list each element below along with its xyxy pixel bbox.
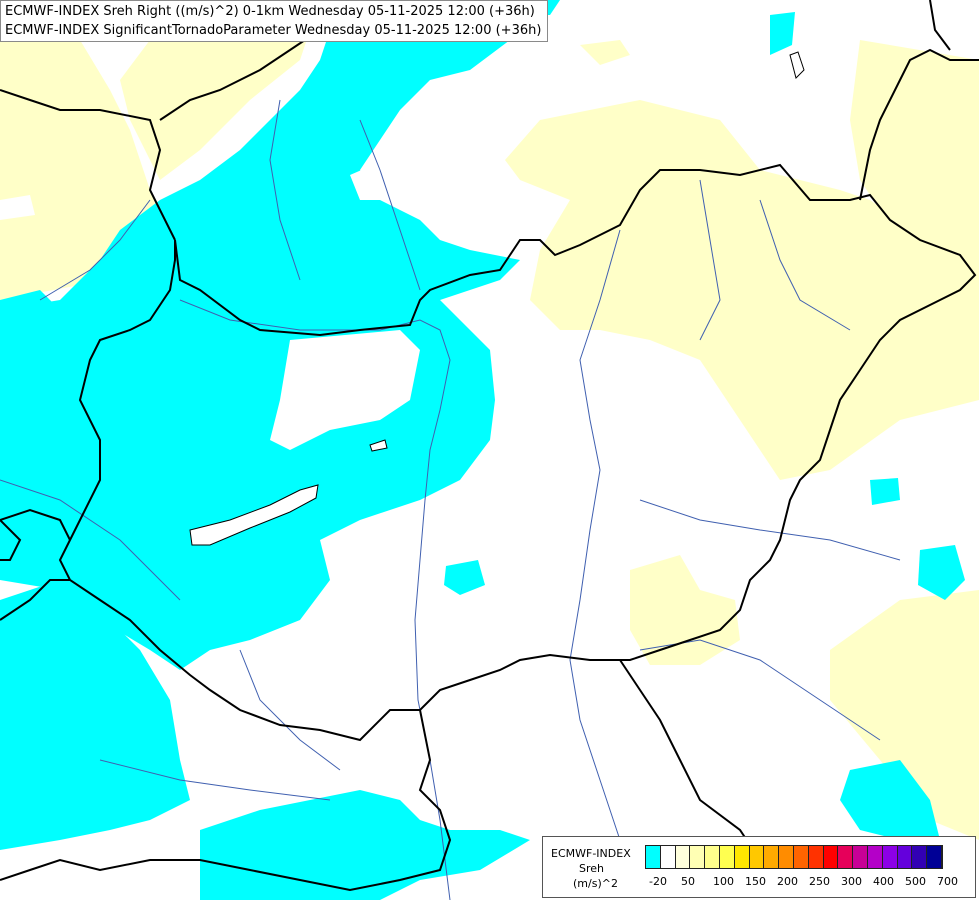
border-hungary — [58, 163, 977, 742]
lake-small-1 — [369, 439, 388, 452]
legend-swatch — [838, 846, 854, 868]
legend-tick-label: 150 — [745, 875, 766, 888]
river-south-1 — [239, 649, 341, 771]
legend-unit: (m/s)^2 — [573, 877, 618, 890]
lakes — [189, 51, 805, 546]
legend-swatch — [882, 846, 898, 868]
legend-tick-label: 500 — [905, 875, 926, 888]
border-romania-serbia — [619, 659, 761, 861]
legend-tick-label: 200 — [777, 875, 798, 888]
yellow-region-north-small — [580, 40, 630, 65]
river-slovak — [359, 119, 421, 291]
legend-swatch — [764, 846, 780, 868]
border-bosnia — [0, 519, 22, 561]
legend-swatch — [823, 846, 839, 868]
yellow-region-south-east — [630, 555, 740, 665]
legend-swatch — [808, 846, 824, 868]
white-hole-north — [350, 162, 400, 200]
legend-swatch — [867, 846, 883, 868]
cyan-region-center-spot — [444, 560, 485, 595]
cyan-region-southeast — [840, 760, 940, 840]
white-hole-small — [420, 110, 452, 133]
river-north — [269, 99, 301, 281]
legend-swatch — [793, 846, 809, 868]
legend-tick-label: 700 — [937, 875, 958, 888]
cyan-region-southwest — [0, 580, 190, 850]
river-southeast — [639, 499, 901, 561]
legend-swatch — [779, 846, 794, 868]
river-south-sava — [99, 759, 331, 801]
lake-balaton — [189, 484, 319, 546]
border-serbia — [0, 709, 452, 892]
border-croatia — [0, 579, 70, 621]
legend-swatch — [690, 846, 706, 868]
legend-variable: Sreh — [579, 862, 605, 875]
legend-swatch — [646, 846, 661, 868]
legend-tick-label: 300 — [841, 875, 862, 888]
legend-swatch — [660, 846, 676, 868]
legend-tick-label: 400 — [873, 875, 894, 888]
border-slovenia — [0, 508, 71, 541]
legend-swatch — [675, 846, 691, 868]
legend-swatches — [645, 845, 943, 869]
river-west-drava — [0, 479, 181, 601]
river-east-2 — [759, 199, 851, 331]
cyan-region-north-spot — [770, 12, 795, 55]
cyan-region-south — [200, 790, 530, 900]
river-northwest — [39, 199, 151, 301]
yellow-region-far-east — [830, 590, 979, 840]
white-holes — [0, 110, 452, 450]
legend-swatch — [912, 846, 928, 868]
yellow-region-center-east — [505, 100, 979, 480]
river-tisza — [569, 229, 621, 841]
border-top-right — [929, 0, 951, 51]
legend-swatch — [734, 846, 750, 868]
color-legend: ECMWF-INDEX Sreh (m/s)^2 -20 50 100 150 200 2… — [542, 836, 976, 898]
cyan-region-west-edge — [0, 290, 80, 450]
cyan-region-east-spot — [918, 545, 965, 600]
river-east-1 — [699, 179, 721, 341]
legend-swatch — [927, 846, 942, 868]
border-austria-slovakia — [0, 89, 176, 241]
legend-source: ECMWF-INDEX — [551, 847, 631, 860]
border-ukraine-romania — [859, 48, 979, 201]
legend-tick-label: -20 — [649, 875, 667, 888]
legend-tick-label: 50 — [681, 875, 695, 888]
legend-swatch — [719, 846, 735, 868]
title-line-2: ECMWF-INDEX SignificantTornadoParameter … — [5, 23, 542, 38]
white-hole-center — [270, 330, 420, 450]
lake-small-2 — [789, 51, 805, 79]
legend-swatch — [853, 846, 868, 868]
legend-swatch — [749, 846, 765, 868]
title-line-1: ECMWF-INDEX Sreh Right ((m/s)^2) 0-1km W… — [5, 4, 535, 19]
title-box: ECMWF-INDEX Sreh Right ((m/s)^2) 0-1km W… — [0, 0, 548, 42]
rivers — [0, 99, 901, 900]
legend-ticks: -20 50 100 150 200 250 300 400 500 700 — [637, 875, 967, 891]
cyan-region-main — [0, 0, 520, 670]
legend-swatch — [705, 846, 720, 868]
legend-tick-label: 100 — [713, 875, 734, 888]
cyan-region-east-spot-2 — [870, 478, 900, 505]
white-hole-northwest — [0, 195, 35, 220]
legend-swatch — [897, 846, 913, 868]
legend-tick-label: 250 — [809, 875, 830, 888]
